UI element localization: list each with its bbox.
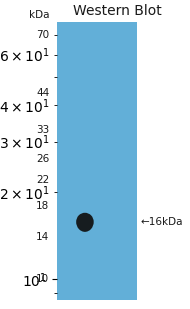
Ellipse shape	[76, 213, 94, 232]
Text: 14: 14	[36, 232, 49, 242]
Text: Western Blot: Western Blot	[73, 4, 162, 18]
Text: 26: 26	[36, 154, 49, 164]
Text: 22: 22	[36, 176, 49, 185]
Text: kDa: kDa	[29, 10, 49, 20]
Text: ←16kDa: ←16kDa	[141, 217, 183, 227]
Text: 10: 10	[36, 274, 49, 284]
Text: 70: 70	[36, 30, 49, 40]
Text: 18: 18	[36, 201, 49, 211]
Text: 44: 44	[36, 88, 49, 99]
Text: 33: 33	[36, 125, 49, 134]
